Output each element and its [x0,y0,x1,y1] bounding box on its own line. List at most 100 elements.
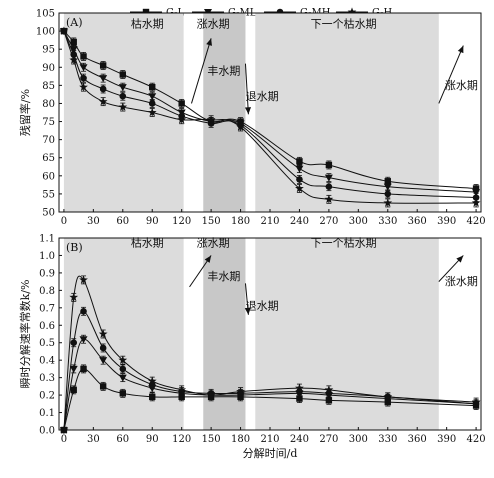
p0-y-tick-label-0: 50 [42,208,55,219]
p1-x-tick-label-5: 150 [202,434,221,445]
p0-point-1-3 [99,75,108,83]
p1-point-3-0 [59,425,69,434]
p1-period-arrowhead-5 [456,255,464,263]
p1-x-tick-label-3: 90 [146,434,159,445]
p1-x-tick-label-7: 210 [260,434,279,445]
p1-y-tick-label-0: 0.0 [39,426,55,437]
p1-panel-tag: (B) [66,241,83,254]
p0-point-3-3 [98,97,108,106]
p0-point-0-6 [178,100,185,107]
p1-y-tick-label-3: 0.3 [39,373,55,384]
p1-point-1-1 [69,365,78,373]
p0-point-1-9 [295,165,304,173]
p0-y-tick-label-7: 85 [42,81,55,92]
p0-point-0-10 [325,161,333,169]
p0-x-tick-label-12: 360 [408,216,427,227]
p0-y-tick-label-4: 70 [42,135,55,146]
p1-x-tick-label-9: 270 [319,434,338,445]
p0-point-1-1 [69,46,78,54]
p1-point-0-2 [80,365,87,373]
p1-y-axis-title: 瞬时分解速率常数k/% [18,280,32,389]
p1-point-3-6 [177,385,187,394]
p1-point-3-11 [383,392,393,401]
p1-point-0-1 [70,386,77,394]
p0-period-label-1: 涨水期 [197,17,230,30]
p1-y-tick-label-11: 1.1 [39,234,55,245]
p1-point-0-3 [99,383,107,390]
p1-period-label-1: 涨水期 [197,237,230,250]
p0-y-tick-label-2: 60 [42,171,55,182]
p1-period-label-5: 涨水期 [445,275,478,288]
p1-point-3-2 [79,275,88,284]
p0-point-0-11 [384,178,391,185]
p0-period-arrowhead-1 [206,38,212,46]
p0-point-0-2 [80,53,87,60]
p1-x-tick-label-11: 330 [378,434,397,445]
p0-y-tick-label-1: 55 [42,189,55,200]
p0-point-0-9 [296,158,303,165]
p0-point-3-2 [79,82,88,91]
p0-x-tick-label-7: 210 [260,216,279,227]
p1-x-tick-label-4: 120 [172,434,191,445]
p1-period-label-3: 退水期 [246,300,279,313]
p1-x-tick-label-8: 240 [290,434,309,445]
p0-period-label-5: 涨水期 [445,79,478,92]
legend-marker-3 [347,7,357,16]
p1-point-3-7 [206,390,216,399]
p0-x-tick-label-5: 150 [202,216,221,227]
p0-period-band-2 [203,13,246,212]
p1-period-label-2: 丰水期 [207,270,240,283]
p1-point-1-3 [99,357,108,365]
p0-period-arrowhead-5 [457,45,464,54]
p1-point-2-4 [119,365,127,373]
p0-x-tick-label-14: 420 [467,216,486,227]
p0-period-band-4 [255,13,439,212]
p0-x-tick-label-3: 90 [146,216,159,227]
p1-y-tick-label-4: 0.4 [39,356,55,367]
p1-y-tick-label-6: 0.6 [39,321,55,332]
p0-period-label-3: 退水期 [246,90,279,103]
p1-point-0-10 [325,397,333,404]
p0-y-tick-label-8: 90 [42,63,55,74]
p0-x-tick-label-6: 180 [231,216,250,227]
p0-period-label-2: 丰水期 [207,65,240,78]
p0-period-label-0: 枯水期 [131,16,164,30]
p1-point-3-10 [324,385,334,394]
p1-point-0-4 [119,390,126,397]
p0-period-arrow-1 [191,38,212,104]
p0-point-3-9 [295,183,304,193]
p0-point-3-7 [206,115,216,124]
p0-period-arrowhead-3 [245,107,251,115]
p0-period-label-4: 下一个枯水期 [311,16,377,30]
p0-point-3-10 [324,194,334,204]
p0-x-tick-label-9: 270 [319,216,338,227]
p1-point-0-5 [149,393,156,401]
p1-period-arrowhead-1 [204,255,212,263]
p0-point-3-0 [59,26,69,35]
p1-y-tick-label-8: 0.8 [39,286,55,297]
p1-period-band-0 [63,238,184,430]
p0-point-0-5 [149,83,156,91]
p1-y-tick-label-10: 1.0 [39,251,55,262]
p0-x-tick-label-4: 120 [172,216,191,227]
p0-x-tick-label-0: 0 [61,216,67,227]
p1-point-1-2 [79,336,88,344]
p0-point-2-10 [325,183,333,190]
p1-y-tick-label-2: 0.2 [39,391,55,402]
p1-point-2-3 [99,344,107,352]
p1-point-0-9 [296,395,303,402]
p0-point-1-2 [79,64,88,72]
panel-a-chart: 0 30 60 90 120 150 180 210 240 270 300 330 360 390 420… [18,9,486,228]
p0-x-tick-label-1: 30 [87,216,100,227]
p1-x-axis-title: 分解时间/d [243,446,298,460]
legend-marker-0 [142,8,150,16]
p0-point-1-4 [118,84,127,92]
p0-point-0-4 [119,71,126,78]
p0-point-1-10 [324,174,333,182]
p0-point-3-6 [177,115,187,124]
p1-point-3-8 [236,387,245,396]
p1-point-2-1 [70,339,78,347]
p0-point-1-5 [148,93,157,101]
p1-point-3-5 [147,376,157,385]
